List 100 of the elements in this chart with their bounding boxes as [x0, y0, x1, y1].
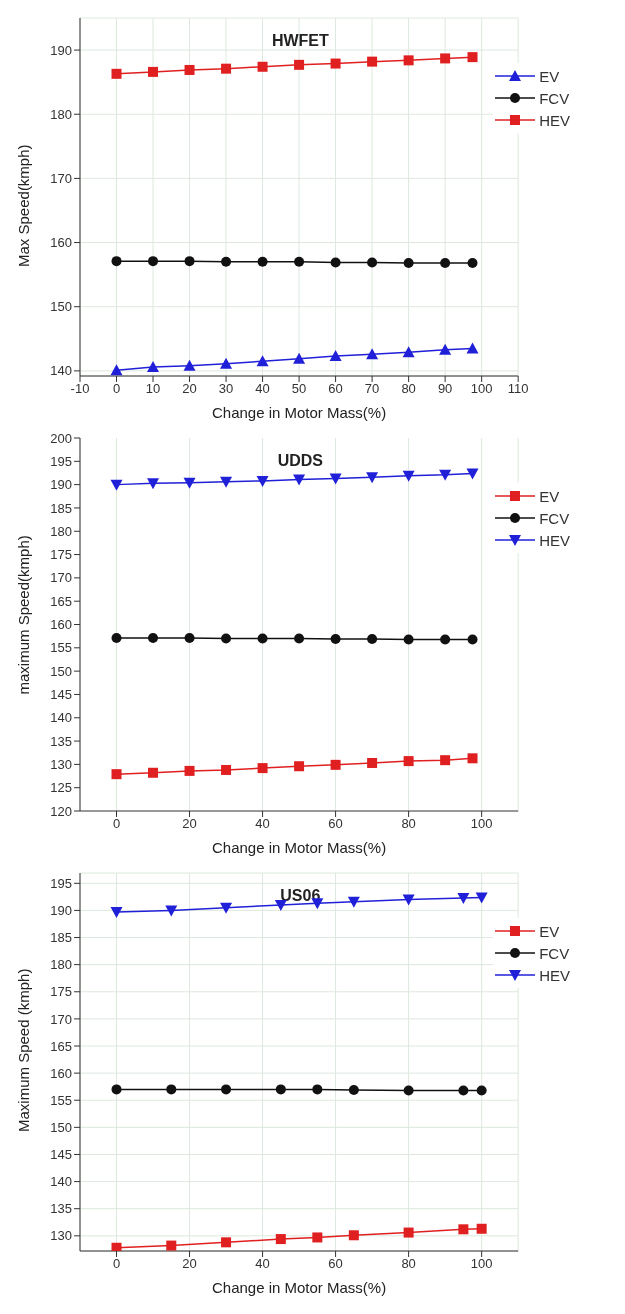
point	[330, 633, 341, 644]
legend-label: FCV	[539, 509, 570, 527]
point	[329, 350, 342, 362]
point	[348, 1230, 359, 1241]
point	[312, 1232, 323, 1243]
x-tick-label: 60	[328, 1256, 343, 1272]
x-axis-title: Change in Motor Mass(%)	[211, 839, 387, 856]
point	[184, 64, 195, 75]
point	[183, 477, 196, 489]
y-tick-label: 140	[50, 710, 72, 726]
y-tick-label: 190	[50, 903, 72, 919]
point	[221, 1237, 232, 1248]
point	[457, 892, 470, 904]
point	[110, 479, 123, 491]
point	[148, 256, 159, 267]
point	[348, 1084, 359, 1095]
point	[275, 1234, 286, 1245]
text: HWFET	[271, 32, 329, 49]
x-tick-label: 70	[364, 381, 380, 397]
point	[293, 352, 306, 364]
y-tick-label: 180	[50, 523, 72, 539]
point	[294, 761, 305, 772]
point	[221, 633, 232, 644]
x-tick-label: 10	[145, 381, 161, 397]
point	[294, 633, 305, 644]
point	[166, 1240, 177, 1251]
point	[403, 756, 414, 767]
point	[111, 769, 122, 780]
y-tick-label: 165	[50, 593, 72, 609]
y-tick-label: 125	[50, 780, 72, 796]
point	[220, 902, 233, 914]
point	[403, 1085, 414, 1096]
point	[330, 257, 341, 268]
point	[330, 759, 341, 770]
y-tick-label: 140	[50, 363, 72, 379]
x-tick-label: 40	[255, 381, 270, 397]
x-tick-label: 0	[112, 381, 121, 397]
y-tick-label: 130	[50, 756, 72, 772]
x-tick-label: 110	[507, 381, 529, 397]
legend-label: EV	[539, 487, 560, 505]
point	[476, 1085, 487, 1096]
point	[166, 1084, 177, 1095]
point	[366, 472, 379, 484]
y-axis-title: Maximum Speed (kmph)	[15, 968, 33, 1132]
point	[403, 1227, 414, 1238]
point	[347, 896, 360, 908]
point	[476, 1223, 487, 1234]
point	[110, 907, 123, 919]
point	[402, 894, 415, 906]
point	[402, 470, 415, 482]
point	[440, 53, 451, 64]
point	[148, 767, 159, 778]
legend-label: FCV	[539, 944, 570, 962]
point	[403, 258, 414, 269]
y-axis-title: Max Speed(kmph)	[15, 144, 33, 267]
point	[466, 468, 479, 480]
point	[367, 257, 378, 268]
point	[257, 633, 268, 644]
point	[111, 1242, 122, 1251]
y-tick-label: 160	[50, 617, 72, 633]
x-tick-label: 60	[328, 816, 343, 832]
y-tick-label: 185	[50, 930, 72, 946]
y-tick-label: 150	[50, 663, 72, 679]
point	[312, 1084, 323, 1095]
y-tick-label: 145	[50, 687, 72, 703]
point	[467, 753, 478, 764]
y-tick-label: 195	[50, 453, 72, 469]
point	[111, 256, 122, 267]
point	[466, 342, 479, 354]
point	[367, 633, 378, 644]
x-tick-label: 0	[112, 816, 121, 832]
legend-label: HEV	[539, 966, 570, 984]
x-tick-label: 20	[182, 816, 197, 832]
y-tick-label: 170	[50, 1011, 72, 1027]
x-tick-label: 90	[437, 381, 453, 397]
x-axis-title: Change in Motor Mass(%)	[211, 1279, 387, 1296]
x-tick-label: 100	[470, 381, 493, 397]
y-tick-label: 175	[50, 547, 72, 563]
text: US06	[280, 887, 321, 904]
x-tick-label: 100	[470, 1256, 493, 1272]
point	[184, 256, 195, 267]
y-tick-label: 120	[50, 803, 72, 819]
y-tick-label: 135	[50, 1201, 72, 1217]
x-tick-label: -10	[70, 381, 90, 397]
y-tick-label: 190	[50, 477, 72, 493]
y-tick-label: 165	[50, 1038, 72, 1054]
x-tick-label: 80	[401, 816, 416, 832]
point	[440, 755, 451, 766]
y-tick-label: 160	[50, 1065, 72, 1081]
point	[221, 63, 232, 74]
point	[439, 469, 452, 481]
point	[458, 1224, 469, 1235]
point	[402, 346, 415, 358]
x-tick-label: 20	[182, 1256, 197, 1272]
point	[221, 764, 232, 775]
point	[440, 258, 451, 269]
point	[184, 633, 195, 644]
point	[439, 343, 452, 355]
y-axis-title: maximum Speed(kmph)	[15, 535, 33, 695]
point	[147, 361, 160, 373]
